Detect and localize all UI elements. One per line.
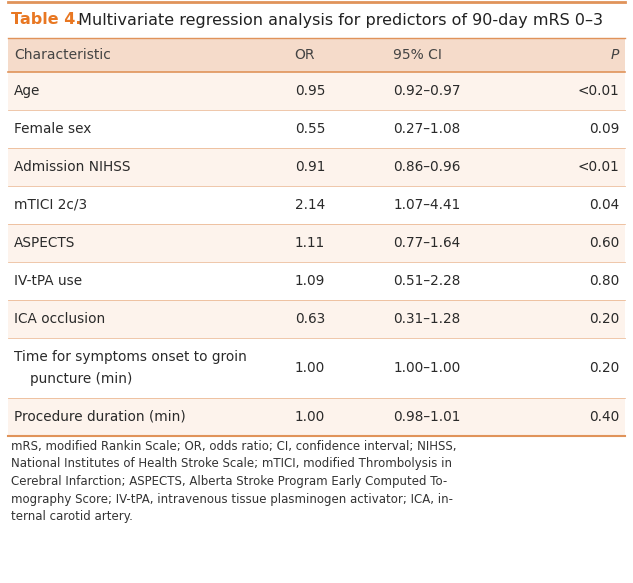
Text: Procedure duration (min): Procedure duration (min): [14, 410, 185, 424]
Text: 0.80: 0.80: [589, 274, 619, 288]
Text: mTICI 2c/3: mTICI 2c/3: [14, 198, 87, 212]
Text: ICA occlusion: ICA occlusion: [14, 312, 105, 326]
Bar: [8, 262, 625, 300]
Text: 0.98–1.01: 0.98–1.01: [394, 410, 461, 424]
Text: 1.09: 1.09: [295, 274, 325, 288]
Text: 0.60: 0.60: [589, 236, 619, 250]
Bar: [8, 72, 625, 110]
Bar: [8, 224, 625, 262]
Bar: [8, 110, 625, 148]
Text: 0.20: 0.20: [589, 361, 619, 375]
Text: 1.07–4.41: 1.07–4.41: [394, 198, 461, 212]
Text: Time for symptoms onset to groin: Time for symptoms onset to groin: [14, 350, 247, 364]
Text: 0.09: 0.09: [589, 122, 619, 136]
Text: Table 4.: Table 4.: [11, 12, 82, 27]
Bar: [8, 38, 625, 72]
Text: 0.63: 0.63: [295, 312, 325, 326]
Text: 0.27–1.08: 0.27–1.08: [394, 122, 461, 136]
Text: 0.31–1.28: 0.31–1.28: [394, 312, 461, 326]
Text: 0.20: 0.20: [589, 312, 619, 326]
Text: ASPECTS: ASPECTS: [14, 236, 75, 250]
Text: 0.40: 0.40: [589, 410, 619, 424]
Text: <0.01: <0.01: [577, 84, 619, 98]
Text: 1.00: 1.00: [295, 361, 325, 375]
Text: IV-tPA use: IV-tPA use: [14, 274, 82, 288]
Text: 0.77–1.64: 0.77–1.64: [394, 236, 461, 250]
Text: 0.92–0.97: 0.92–0.97: [394, 84, 461, 98]
Text: Characteristic: Characteristic: [14, 48, 111, 62]
Bar: [8, 2, 625, 38]
Text: mRS, modified Rankin Scale; OR, odds ratio; CI, confidence interval; NIHSS,
Nati: mRS, modified Rankin Scale; OR, odds rat…: [11, 440, 456, 523]
Text: 2.14: 2.14: [295, 198, 325, 212]
Text: 95% CI: 95% CI: [394, 48, 442, 62]
Text: <0.01: <0.01: [577, 160, 619, 174]
Text: 1.00: 1.00: [295, 410, 325, 424]
Bar: [8, 398, 625, 436]
Text: 0.51–2.28: 0.51–2.28: [394, 274, 461, 288]
Text: Age: Age: [14, 84, 41, 98]
Bar: [8, 186, 625, 224]
Text: 0.91: 0.91: [295, 160, 325, 174]
Text: P: P: [611, 48, 619, 62]
Text: 1.00–1.00: 1.00–1.00: [394, 361, 461, 375]
Text: 0.86–0.96: 0.86–0.96: [394, 160, 461, 174]
Bar: [8, 148, 625, 186]
Bar: [8, 300, 625, 338]
Text: 1.11: 1.11: [295, 236, 325, 250]
Text: 0.95: 0.95: [295, 84, 325, 98]
Text: Multivariate regression analysis for predictors of 90-day mRS 0–3: Multivariate regression analysis for pre…: [73, 12, 603, 27]
Text: 0.04: 0.04: [589, 198, 619, 212]
Text: OR: OR: [295, 48, 315, 62]
Text: Female sex: Female sex: [14, 122, 91, 136]
Text: puncture (min): puncture (min): [30, 372, 132, 386]
Bar: [8, 338, 625, 398]
Text: Admission NIHSS: Admission NIHSS: [14, 160, 130, 174]
Text: 0.55: 0.55: [295, 122, 325, 136]
